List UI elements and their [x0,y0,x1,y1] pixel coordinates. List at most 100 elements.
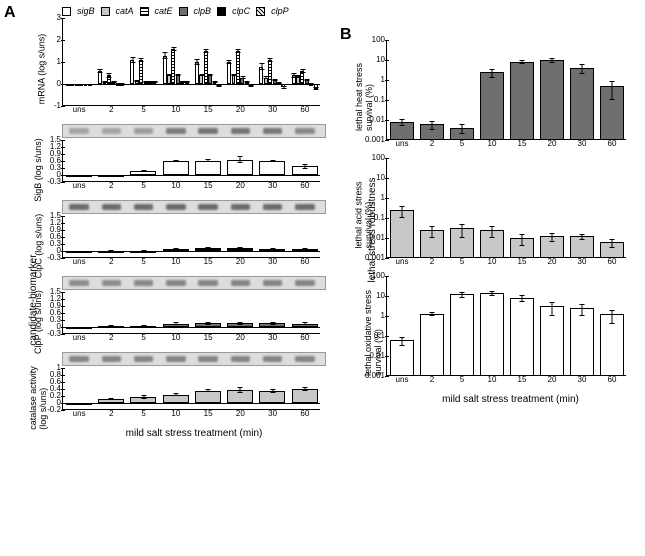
x-tick: uns [73,105,86,114]
legend-item: catE [140,6,173,16]
x-tick: 60 [608,139,617,148]
bar [66,327,92,329]
x-tick: 15 [204,181,213,190]
y-tick: 0.3 [27,164,61,172]
x-tick: 2 [430,139,434,148]
x-tick: 2 [109,181,113,190]
bar [195,62,199,84]
x-tick: 5 [460,139,464,148]
error-bar [208,322,209,324]
x-tick: 30 [578,139,587,148]
y-tick: 0.1 [351,96,385,104]
error-bar [462,124,463,134]
error-bar [182,81,183,83]
figure: A B sigBcatAcatEclpBclpCclpP mRNA (log s… [0,0,645,556]
error-bar [251,85,252,87]
gel-band [198,280,217,286]
legend-item: clpP [256,6,289,16]
plot-area: -0.300.30.60.91.21.5uns251015203060 [62,140,320,182]
legend-swatch [101,7,110,16]
legend-swatch [179,7,188,16]
x-tick: 5 [141,257,145,266]
error-bar [279,82,280,84]
bar [296,76,300,84]
error-bar [240,322,241,324]
error-bar [582,64,583,74]
error-bar [208,389,209,393]
error-bar [111,398,112,400]
bar [480,72,504,140]
x-tick: 15 [204,409,213,418]
x-tick: 30 [268,181,277,190]
x-axis-label-b: mild salt stress treatment (min) [386,394,635,405]
x-tick: uns [396,257,409,266]
y-tick: 0 [27,171,61,179]
bar [163,161,189,175]
gel-band [69,204,88,210]
x-tick: 60 [608,375,617,384]
error-bar [432,312,433,316]
gel-band [166,280,185,286]
error-bar [186,81,187,83]
gel-band [166,204,185,210]
error-bar [240,156,241,163]
x-tick: 10 [171,257,180,266]
bar [199,75,203,84]
error-bar [272,389,273,393]
error-bar [283,86,284,88]
gel-band [102,280,121,286]
catalase-chart: catalase activity (log s/uns)-0.200.20.4… [10,352,326,424]
gel-band [198,128,217,134]
plot-area: -10123uns251015203060 [62,18,320,106]
x-tick: 20 [548,375,557,384]
x-tick: uns [396,139,409,148]
x-tick: 10 [488,139,497,148]
bar [259,391,285,403]
bar [167,75,171,84]
error-bar [175,160,176,162]
error-bar [175,322,176,324]
x-tick: 30 [268,409,277,418]
error-bar [154,81,155,83]
error-bar [240,247,241,249]
gel-strip [62,276,326,290]
y-tick: -1 [27,102,61,110]
error-bar [402,119,403,126]
x-tick: 20 [236,257,245,266]
x-tick: 15 [518,139,527,148]
sigb-chart: SigB (log s/uns)-0.300.30.60.91.21.5uns2… [10,124,326,196]
plot-area: 0.0010.010.1110100uns251015203060 [386,158,626,258]
gel-band [231,204,250,210]
plot-area: -0.200.20.40.60.81uns251015203060 [62,368,320,410]
gel-band [231,280,250,286]
y-tick: 100 [351,36,385,44]
x-tick: uns [396,375,409,384]
bar [570,308,594,376]
y-tick: 0.2 [27,392,61,400]
bar [510,62,534,140]
bar [259,161,285,175]
gel-band [134,128,153,134]
y-tick: 0.9 [27,150,61,158]
plot-area: -0.300.30.60.91.21.5uns251015203060 [62,292,320,334]
bar [70,84,74,86]
error-bar [242,76,243,78]
x-tick: 20 [548,139,557,148]
x-tick: 5 [141,105,145,114]
error-bar [143,170,144,172]
bar [98,175,124,177]
error-bar [432,121,433,131]
legend-item: sigB [62,6,95,16]
x-tick: 10 [171,105,180,114]
y-tick: 0.9 [27,226,61,234]
error-bar [492,226,493,238]
y-tick: 1 [27,58,61,66]
error-bar [522,295,523,302]
y-tick: 1 [351,312,385,320]
y-tick: 1 [351,76,385,84]
error-bar [612,239,613,249]
y-tick: -0.3 [27,178,61,186]
x-tick: 2 [109,409,113,418]
heat-chart: lethal heat stress survival (%)0.0010.01… [334,40,635,154]
bar [195,161,221,175]
